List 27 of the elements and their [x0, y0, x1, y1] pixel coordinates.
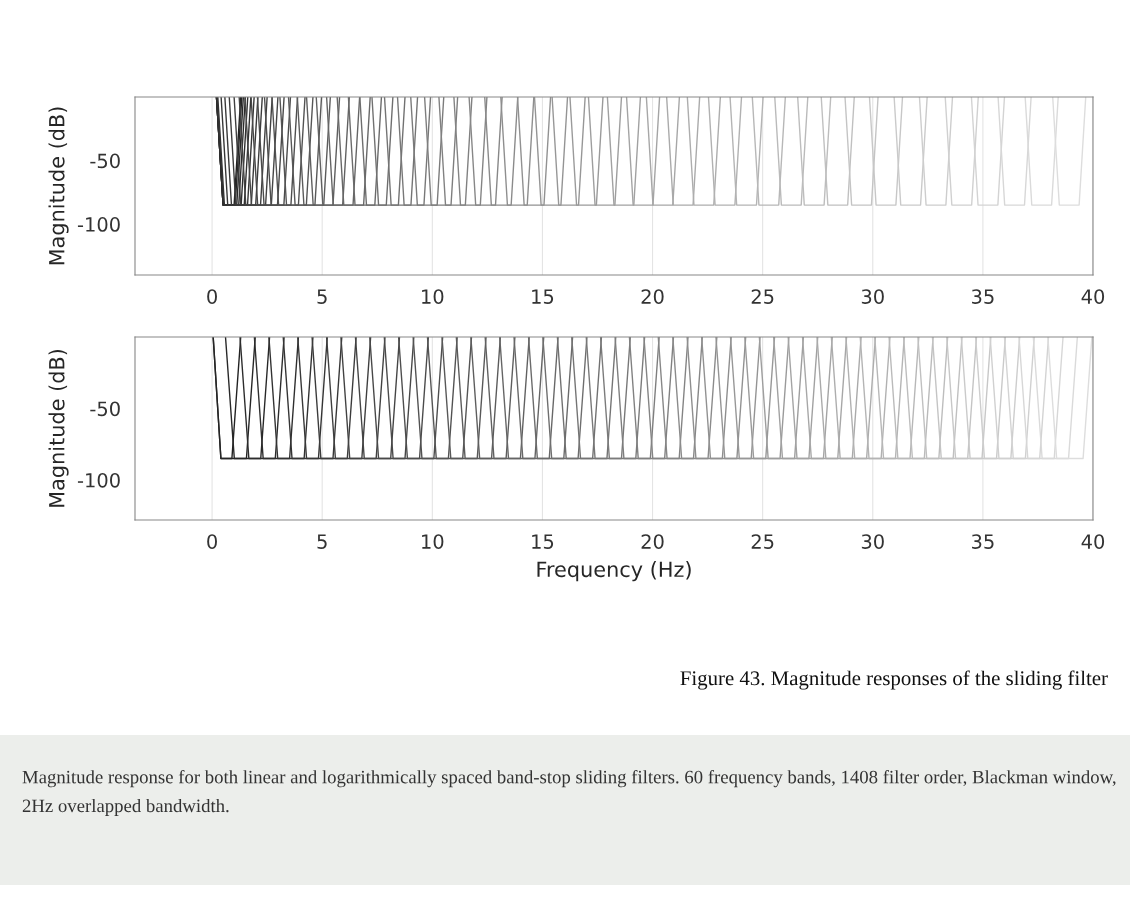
x-tick-label: 5 [317, 534, 327, 549]
x-tick-label: 30 [861, 289, 884, 304]
x-tick-label: 35 [972, 289, 994, 304]
x-tick-label: 30 [861, 534, 884, 549]
x-axis-title: Frequency (Hz) [537, 561, 691, 582]
x-tick-label: 15 [532, 289, 554, 304]
x-tick-label: 0 [207, 289, 217, 304]
x-tick-label: 5 [317, 289, 327, 304]
x-tick-label: 10 [422, 534, 444, 549]
x-tick-label: 35 [972, 534, 994, 549]
x-tick-label: 40 [1081, 289, 1105, 304]
x-tick-label: 10 [422, 289, 444, 304]
caption: Figure 43. Magnitude responses of the sliding filter [680, 670, 1108, 690]
x-tick-label: 40 [1081, 534, 1105, 549]
x-tick-label: 0 [207, 534, 217, 549]
y-tick-label: -50 [90, 153, 120, 169]
x-tick-label: 25 [751, 534, 774, 549]
x-tick-label: 25 [751, 289, 774, 304]
x-tick-label: 20 [641, 534, 664, 549]
x-tick-label: 15 [532, 534, 554, 549]
y-tick-label: -100 [77, 472, 120, 488]
y-axis-title: Magnitude (dB) [48, 107, 69, 265]
y-tick-label: -100 [77, 217, 120, 232]
x-tick-label: 20 [641, 289, 664, 304]
y-axis-title: Magnitude (dB) [48, 349, 69, 507]
y-tick-label: -50 [90, 401, 120, 417]
text: Magnitude response for both linear and logarithmically spaced band-stop sliding filters. 60 frequency bands, 1408 filter order, Blackman window, 2Hz overlapped bandwidth. [22, 770, 1116, 816]
